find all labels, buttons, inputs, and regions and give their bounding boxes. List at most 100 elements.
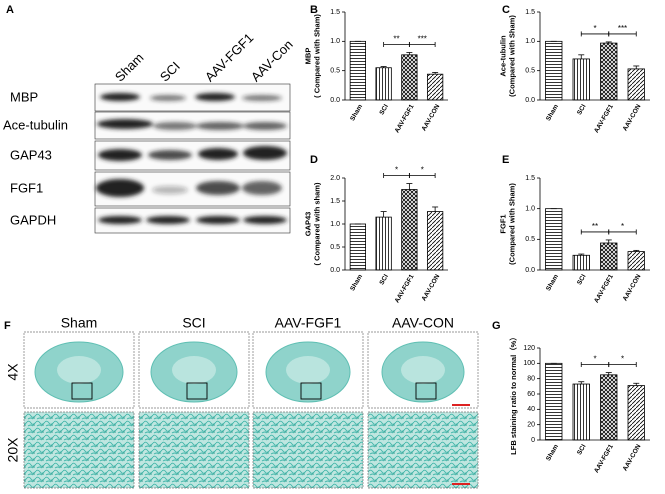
western-blot xyxy=(94,83,291,234)
y-tick-label: 0.0 xyxy=(525,267,535,274)
blot-row-label: FGF1 xyxy=(10,180,43,195)
x-tick-label: SCI xyxy=(576,103,588,116)
y-tick-label: 1.0 xyxy=(330,221,340,228)
image-frame xyxy=(252,411,364,489)
blot-lane-label: SCI xyxy=(157,59,183,85)
y-axis-label: MBP xyxy=(303,48,312,65)
bar xyxy=(401,189,418,271)
roi-box xyxy=(300,382,322,400)
significance-label: * xyxy=(421,166,424,175)
grey-matter xyxy=(172,356,216,384)
bar xyxy=(627,385,645,441)
y-tick-label: 20 xyxy=(527,422,535,429)
panel-label: D xyxy=(310,154,318,166)
y-tick-label: 60 xyxy=(527,391,535,398)
histology-row-label: 20X xyxy=(5,437,21,463)
x-tick-label: Sham xyxy=(545,273,560,292)
x-tick-label: Sham xyxy=(349,273,364,292)
x-tick-label: AAV-CON xyxy=(421,103,442,132)
histology-column-label: AAV-CON xyxy=(392,315,454,331)
significance-label: *** xyxy=(418,35,427,44)
scale-bar xyxy=(452,404,470,406)
y-tick-label: 0.0 xyxy=(330,267,340,274)
bar xyxy=(426,73,444,101)
y-tick-label: 1.5 xyxy=(330,9,340,16)
bar xyxy=(600,374,618,441)
roi-box xyxy=(71,382,93,400)
image-frame xyxy=(138,411,250,489)
image-frame xyxy=(367,411,479,489)
x-tick-label: Sham xyxy=(545,103,560,122)
bar xyxy=(401,54,418,101)
y-tick-label: 100 xyxy=(523,360,535,367)
x-tick-label: AAV-FGF1 xyxy=(593,443,615,474)
significance-label: ** xyxy=(393,35,399,44)
blot-lane-label: AAV-Con xyxy=(248,37,296,85)
bar xyxy=(572,383,590,441)
grey-matter xyxy=(57,356,101,384)
histology-column-label: SCI xyxy=(182,315,205,331)
bar xyxy=(375,216,392,271)
y-axis-label: (Compared with Sham) xyxy=(507,183,516,265)
y-tick-label: 0.5 xyxy=(330,68,340,75)
bar xyxy=(426,211,444,271)
histology-column-label: Sham xyxy=(61,315,98,331)
bar xyxy=(627,68,645,101)
y-tick-label: 120 xyxy=(523,345,535,352)
bar xyxy=(600,242,618,271)
x-tick-label: AAV-CON xyxy=(421,273,442,302)
significance-label: * xyxy=(395,166,398,175)
roi-box xyxy=(186,382,208,400)
y-axis-label: ( Compared with Sham) xyxy=(312,14,321,98)
bar xyxy=(375,67,392,101)
panel-label: F xyxy=(4,320,11,332)
y-tick-label: 1.0 xyxy=(525,206,535,213)
x-tick-label: Sham xyxy=(349,103,364,122)
y-tick-label: 0.5 xyxy=(525,236,535,243)
x-tick-label: SCI xyxy=(576,273,588,286)
y-tick-label: 40 xyxy=(527,406,535,413)
bar xyxy=(545,208,563,271)
y-tick-label: 1.0 xyxy=(330,38,340,45)
y-axis-label: ( Compared with sham) xyxy=(312,182,321,265)
x-tick-label: AAV-CON xyxy=(622,103,643,132)
scale-bar xyxy=(452,483,470,485)
grey-matter xyxy=(401,356,445,384)
y-axis-label: LFB staining ratio to normal（%） xyxy=(508,333,518,455)
histology-row-label: 4X xyxy=(5,363,21,381)
x-tick-label: SCI xyxy=(378,273,390,286)
y-tick-label: 0.0 xyxy=(330,97,340,104)
y-axis-label: Ace-tubulin xyxy=(498,35,507,77)
panel-label: B xyxy=(310,4,318,16)
histology-column-label: AAV-FGF1 xyxy=(275,315,342,331)
y-tick-label: 1.5 xyxy=(525,9,535,16)
bar xyxy=(572,254,590,271)
x-tick-label: AAV-CON xyxy=(622,443,643,472)
y-axis-label: GAP43 xyxy=(303,212,312,237)
x-tick-label: Sham xyxy=(545,443,560,462)
y-tick-label: 2.0 xyxy=(330,175,340,182)
blot-row-label: MBP xyxy=(10,89,38,104)
y-tick-label: 0.5 xyxy=(330,244,340,251)
y-tick-label: 1.5 xyxy=(525,175,535,182)
significance-label: * xyxy=(621,355,624,364)
significance-label: * xyxy=(593,24,596,33)
bar xyxy=(545,40,563,101)
x-tick-label: AAV-FGF1 xyxy=(394,103,416,134)
x-tick-label: AAV-FGF1 xyxy=(593,273,615,304)
y-tick-label: 80 xyxy=(527,376,535,383)
x-tick-label: AAV-FGF1 xyxy=(394,273,416,304)
panel-label: A xyxy=(6,4,14,16)
roi-box xyxy=(415,382,437,400)
blot-row-label: GAPDH xyxy=(10,212,56,227)
y-tick-label: 0 xyxy=(531,437,535,444)
image-frame xyxy=(23,411,135,489)
y-tick-label: 0.0 xyxy=(525,97,535,104)
x-tick-label: SCI xyxy=(378,103,390,116)
significance-label: *** xyxy=(618,24,627,33)
y-tick-label: 0.5 xyxy=(525,68,535,75)
panel-label: G xyxy=(492,320,501,332)
blot-row-label: Ace-tubulin xyxy=(3,117,68,132)
x-tick-label: SCI xyxy=(576,443,588,456)
